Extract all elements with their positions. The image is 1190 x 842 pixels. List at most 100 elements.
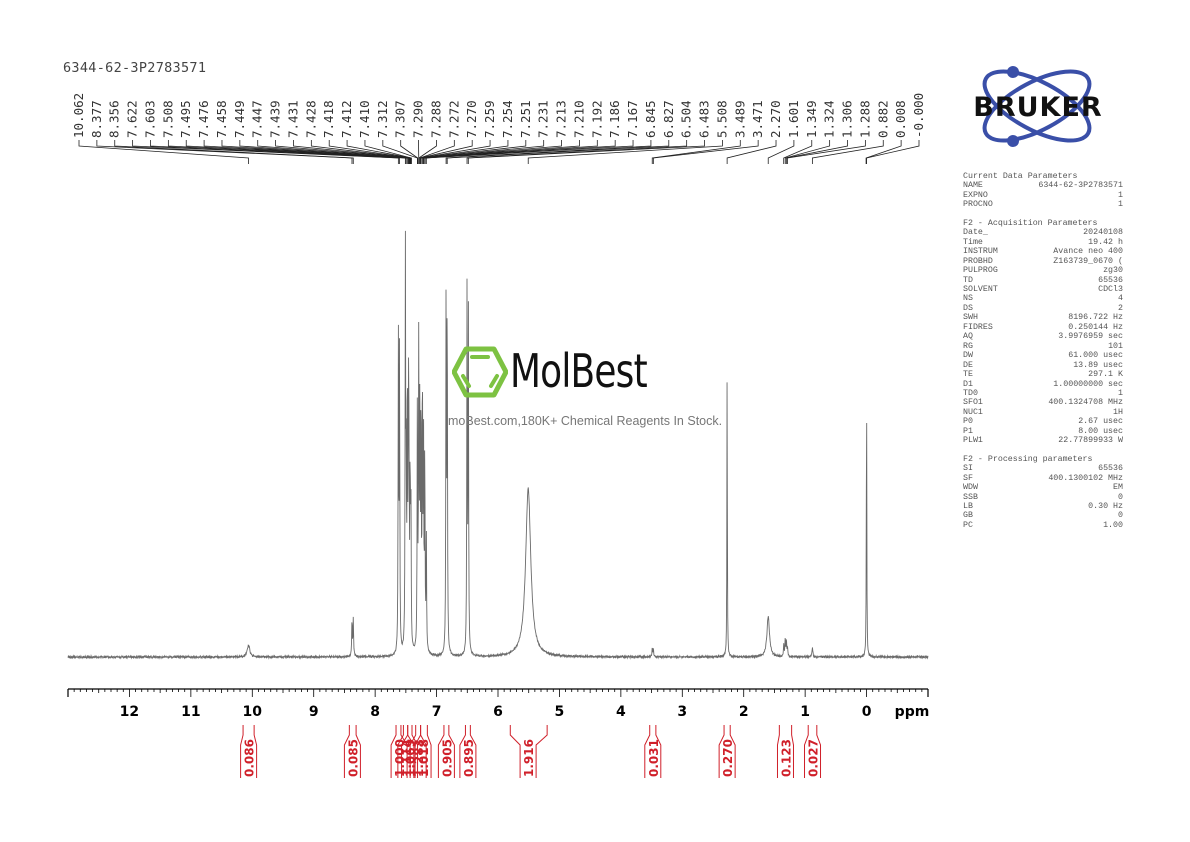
param-key: SFO1	[963, 398, 983, 408]
peak-label: 7.290	[411, 100, 426, 138]
x-tick-label: 8	[370, 704, 380, 720]
param-row: PROBHD Z163739_0670 (	[963, 257, 1123, 266]
param-value: 1	[1118, 388, 1123, 398]
param-key: WDW	[963, 483, 978, 493]
integral-value: 1.283	[412, 739, 426, 777]
x-tick-label: 7	[432, 704, 442, 720]
param-row: Date_ 20240108	[963, 228, 1123, 237]
peak-label: 7.231	[536, 100, 551, 138]
bruker-logo: BRUKER	[955, 62, 1120, 156]
peak-label: 7.288	[428, 100, 443, 138]
param-value: 1H	[1113, 407, 1123, 417]
param-row: P0 2.67 usec	[963, 417, 1123, 426]
param-value: 65536	[1098, 275, 1123, 285]
param-key: P1	[963, 426, 973, 436]
peak-label: 7.213	[554, 100, 569, 138]
param-row: AQ 3.9976959 sec	[963, 332, 1123, 341]
param-value: 19.42 h	[1088, 237, 1123, 247]
x-tick-label: 6	[493, 704, 503, 720]
param-row: NS 4	[963, 294, 1123, 303]
x-tick-label: 2	[739, 704, 749, 720]
peak-label: 8.377	[89, 100, 104, 138]
param-value: 0.30 Hz	[1088, 501, 1123, 511]
peak-label: 7.449	[232, 100, 247, 138]
peak-label: 7.167	[625, 100, 640, 138]
peak-label: 7.192	[589, 100, 604, 138]
peak-label: 0.882	[875, 100, 890, 138]
param-key: SWH	[963, 313, 978, 323]
param-value: EM	[1113, 483, 1123, 493]
integral-value: 0.031	[647, 739, 661, 777]
x-tick-label: 9	[309, 704, 319, 720]
param-key: NAME	[963, 181, 983, 191]
peak-label: 1.349	[804, 100, 819, 138]
x-tick-label: 12	[120, 704, 139, 720]
integral-value: 0.027	[807, 739, 821, 777]
peak-label: -0.000	[911, 93, 926, 138]
param-value: 297.1 K	[1088, 370, 1123, 380]
param-key: NUC1	[963, 407, 983, 417]
integral-value: 1.000	[393, 739, 407, 777]
peak-label: 3.471	[750, 100, 765, 138]
param-value: 101	[1108, 341, 1123, 351]
param-row: FIDRES 0.250144 Hz	[963, 323, 1123, 332]
param-value: 1	[1118, 200, 1123, 210]
param-value: 8.00 usec	[1078, 426, 1123, 436]
peak-label: 10.062	[71, 93, 86, 138]
peak-label: 8.356	[107, 100, 122, 138]
ppm-axis: 12 11 10 9 8 7 6 5 4 3 2 1 0 ppm	[67, 688, 929, 720]
param-row: SI 65536	[963, 464, 1123, 473]
param-value: Z163739_0670 (	[1053, 256, 1123, 266]
param-value: 400.1300102 MHz	[1048, 473, 1123, 483]
peak-label: 7.603	[142, 100, 157, 138]
param-key: PROCNO	[963, 200, 993, 210]
spectrum-trace	[67, 230, 929, 660]
integral-value: 0.123	[779, 739, 793, 777]
peak-label: 7.186	[607, 100, 622, 138]
benzene-hexagon-icon	[452, 346, 508, 398]
integral-value: 0.085	[346, 739, 360, 777]
peak-label: 0.008	[893, 100, 908, 138]
peak-label: 7.410	[357, 100, 372, 138]
param-key: DS	[963, 303, 973, 313]
param-row: LB 0.30 Hz	[963, 502, 1123, 511]
spectrum-title: 6344-62-3P2783571	[63, 60, 207, 76]
peak-label: 1.324	[822, 100, 837, 138]
processing-params-header: F2 - Processing parameters	[963, 454, 1093, 464]
param-row: P1 8.00 usec	[963, 427, 1123, 436]
integral-value: 1.916	[522, 739, 536, 777]
x-tick-label: 4	[616, 704, 626, 720]
param-value: 1.00	[1103, 520, 1123, 530]
peak-label: 7.447	[250, 100, 265, 138]
param-row: NUC1 1H	[963, 408, 1123, 417]
param-key: RG	[963, 341, 973, 351]
peak-label: 2.270	[768, 100, 783, 138]
peak-label: 1.288	[857, 100, 872, 138]
acquisition-params-header: F2 - Acquisition Parameters	[963, 218, 1098, 228]
param-key: DW	[963, 351, 973, 361]
peak-label: 7.254	[500, 100, 515, 138]
peak-label: 3.489	[732, 100, 747, 138]
param-row: INSTRUM Avance neo 400	[963, 247, 1123, 256]
peak-label: 7.259	[482, 100, 497, 138]
x-tick-label: 0	[862, 704, 872, 720]
param-value: Avance neo 400	[1053, 247, 1123, 257]
integral-value: 0.270	[721, 739, 735, 777]
param-row: PULPROG zg30	[963, 266, 1123, 275]
peak-label: 7.476	[196, 100, 211, 138]
peak-label: 6.845	[643, 100, 658, 138]
param-key: EXPNO	[963, 190, 988, 200]
integral-value: 0.895	[462, 739, 476, 777]
param-value: 1	[1118, 190, 1123, 200]
param-row: DE 13.89 usec	[963, 361, 1123, 370]
param-value: 3.9976959 sec	[1058, 332, 1123, 342]
param-key: SSB	[963, 492, 978, 502]
param-row: SOLVENT CDCl3	[963, 285, 1123, 294]
peak-label: 7.622	[125, 100, 140, 138]
param-value: 61.000 usec	[1068, 351, 1123, 361]
x-tick-label: 11	[181, 704, 200, 720]
param-row: WDW EM	[963, 483, 1123, 492]
peak-label: 6.483	[697, 100, 712, 138]
param-value: zg30	[1103, 266, 1123, 276]
